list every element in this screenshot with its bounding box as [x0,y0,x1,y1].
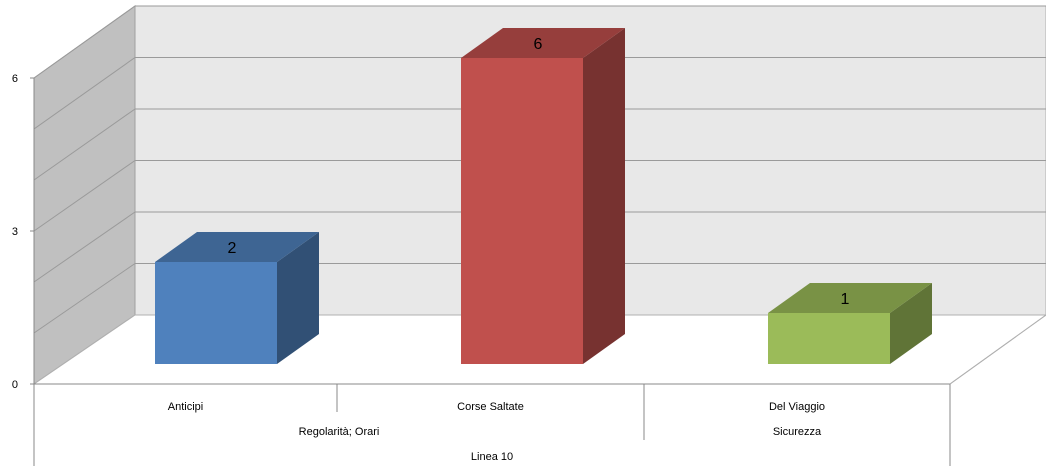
y-tick-label: 0 [12,379,18,391]
data-label: 1 [841,291,850,308]
bar-side-face [890,283,932,364]
group-label: Regolarità; Orari [299,426,380,438]
bar-top-face [768,283,932,313]
gridline-side [33,160,136,232]
bar-front-face [768,313,890,364]
data-label: 6 [534,36,543,53]
bar-2 [461,28,625,364]
bar-front-face [461,58,583,364]
category-axis: Anticipi Corse Saltate Del Viaggio Regolari… [33,384,951,466]
gridline-side [33,211,136,283]
gridline-side [33,108,136,181]
bar-1 [155,232,319,364]
bar-top-face [155,232,319,262]
bar-top-face [461,28,625,58]
category-label: Corse Saltate [457,401,524,413]
bar-side-face [277,232,319,364]
y-tick-label: 3 [12,226,18,238]
category-label: Anticipi [168,401,203,413]
y-tick-label: 6 [12,73,18,85]
floor-right-edge [949,314,1046,385]
gridline-side [33,57,136,130]
gridline-side [33,5,136,79]
bar-front-face [155,262,277,364]
y-axis-ticks: 0 3 6 [12,73,34,391]
top-group-label: Linea 10 [471,451,513,463]
data-label: 2 [228,240,237,257]
gridline-side [33,263,136,334]
bar-3 [768,283,932,364]
group-label: Sicurezza [773,426,822,438]
bars: 2 6 1 [155,28,932,364]
bar-side-face [583,28,625,364]
category-label: Del Viaggio [769,401,825,413]
